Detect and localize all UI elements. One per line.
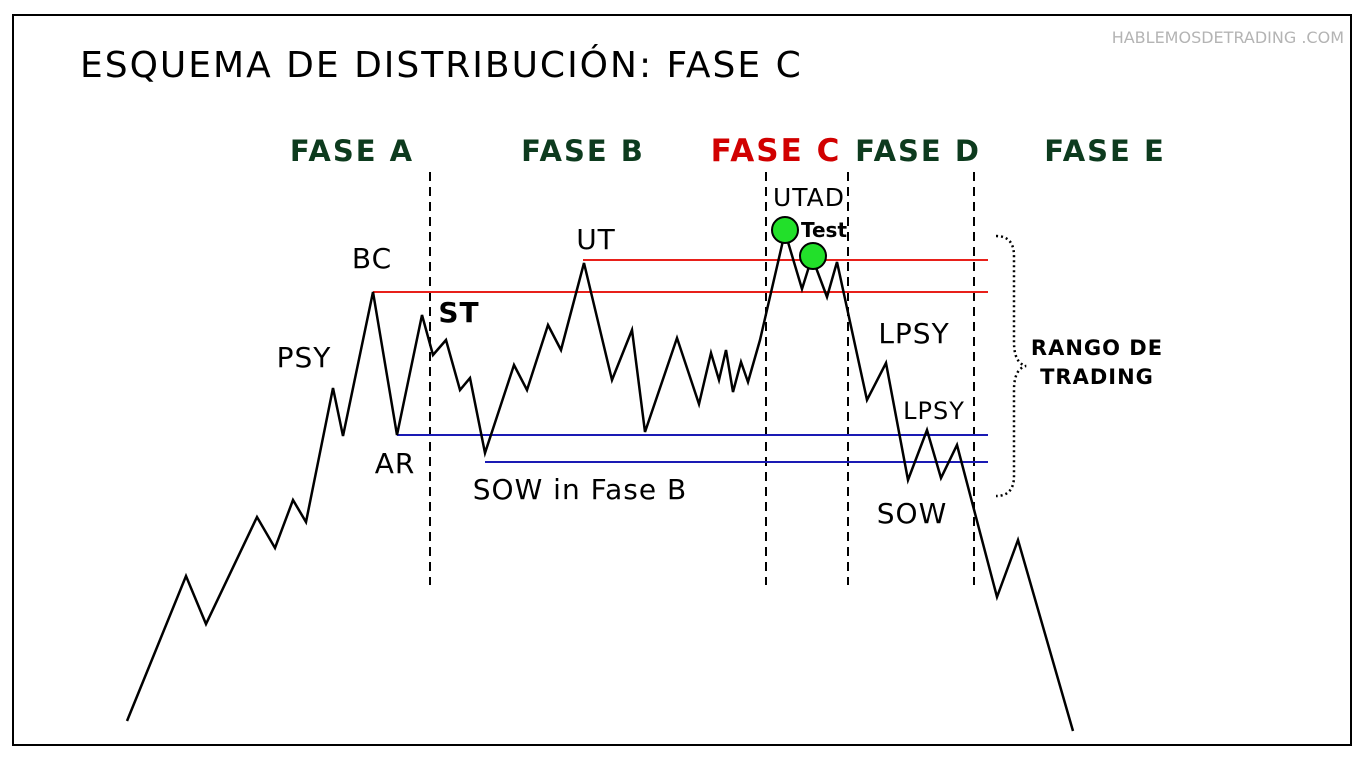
event-label-st: ST [438, 296, 479, 329]
phase-label-c: FASE C [711, 133, 842, 169]
watermark: HABLEMOSDETRADING .COM [1112, 28, 1344, 47]
utad-marker [771, 216, 799, 244]
phase-label-e: FASE E [1044, 134, 1166, 168]
event-label-sow-fase-b: SOW in Fase B [473, 473, 687, 506]
event-label-bc: BC [352, 242, 392, 275]
test-marker [799, 242, 827, 270]
event-label-ar: AR [375, 447, 416, 480]
event-label-sow: SOW [877, 497, 948, 530]
price-path [125, 227, 1075, 732]
phase-label-a: FASE A [290, 134, 414, 168]
diagram-frame [12, 14, 1352, 746]
event-label-lpsy-2: LPSY [903, 397, 965, 425]
event-label-psy: PSY [277, 341, 332, 374]
range-label-line-1: RANGO DE [1031, 336, 1163, 360]
event-label-lpsy-1: LPSY [878, 317, 949, 350]
phase-label-b: FASE B [521, 134, 645, 168]
range-label-line-2: TRADING [1040, 365, 1154, 389]
event-label-utad: UTAD [773, 183, 845, 212]
diagram-title: ESQUEMA DE DISTRIBUCIÓN: FASE C [80, 44, 803, 86]
event-label-ut: UT [576, 223, 616, 256]
event-label-test: Test [801, 218, 847, 242]
trading-range-brace [995, 234, 1027, 498]
phase-label-d: FASE D [855, 134, 981, 168]
